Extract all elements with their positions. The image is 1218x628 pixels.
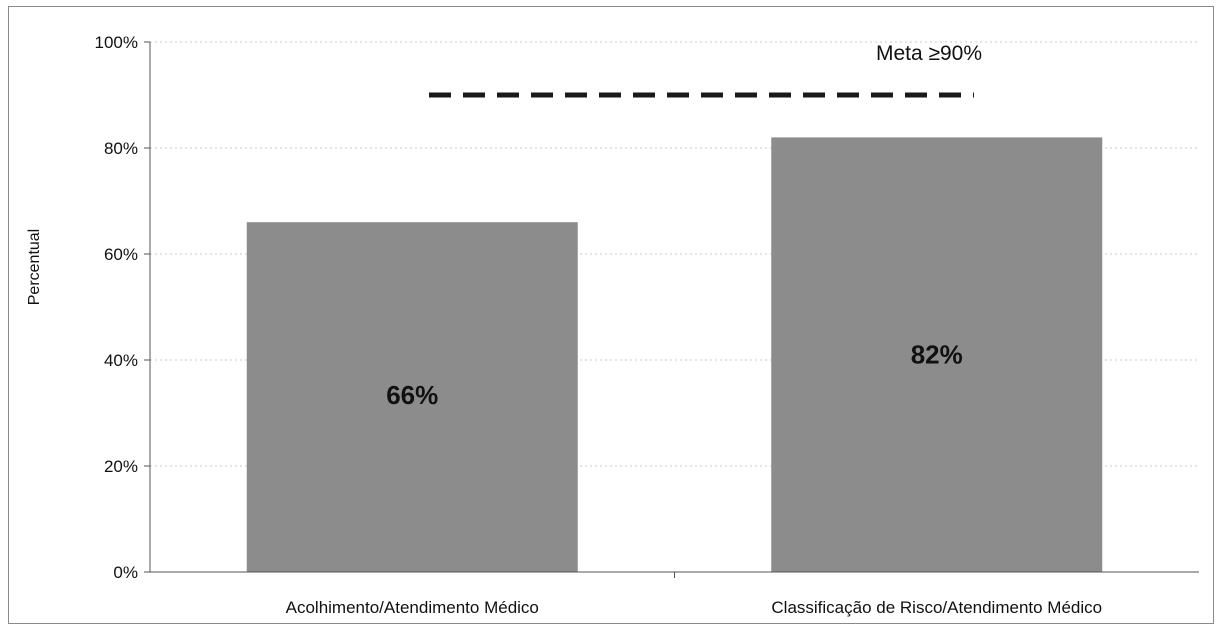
x-category-label: Acolhimento/Atendimento Médico <box>286 598 539 617</box>
y-tick-label: 80% <box>104 139 138 158</box>
chart-frame: 0% 20% 40% 60% 80% 100% Acolhimento/Atendimen… <box>8 6 1214 624</box>
bar <box>771 137 1103 572</box>
bar-data-label: 82% <box>911 339 963 369</box>
bar-data-label: 66% <box>386 380 438 410</box>
x-categories: Acolhimento/Atendimento Médico Classifica… <box>286 572 1102 617</box>
x-category-label: Classificação de Risco/Atendimento Médic… <box>771 598 1102 617</box>
bar <box>246 222 578 572</box>
y-tick-label: 40% <box>104 351 138 370</box>
bar-chart: 0% 20% 40% 60% 80% 100% Acolhimento/Atendimen… <box>26 33 1199 617</box>
y-tick-label: 20% <box>104 457 138 476</box>
bars <box>246 137 1103 572</box>
y-tick-label: 60% <box>104 245 138 264</box>
target-label: Meta ≥90% <box>876 42 982 65</box>
y-ticks: 0% 20% 40% 60% 80% 100% <box>95 33 150 582</box>
y-tick-label: 100% <box>95 33 138 52</box>
data-labels: 66% 82% <box>386 339 963 410</box>
y-tick-label: 0% <box>113 563 138 582</box>
y-axis-title: Percentual <box>26 229 43 306</box>
